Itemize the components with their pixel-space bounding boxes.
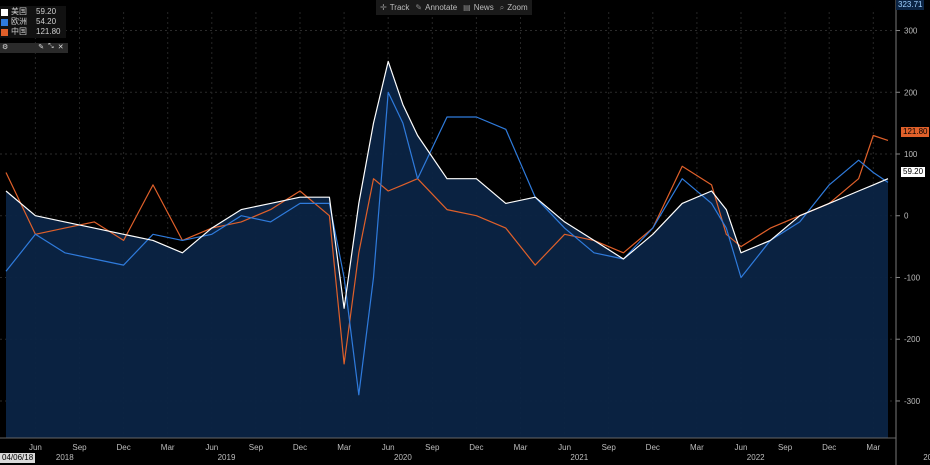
x-tick-label: Dec bbox=[822, 443, 836, 452]
y-tick-label: 300 bbox=[904, 27, 918, 36]
x-tick-label: Dec bbox=[116, 443, 130, 452]
date-badge: 04/06/18 bbox=[0, 453, 36, 463]
x-tick-label: Jun bbox=[382, 443, 395, 452]
y-tick-label: 0 bbox=[904, 212, 909, 221]
us-swatch bbox=[1, 8, 8, 16]
annotate-tool[interactable]: ✎ Annotate bbox=[415, 3, 458, 12]
legend-value: 59.20 bbox=[36, 7, 57, 16]
x-year-label: 2018 bbox=[56, 453, 74, 462]
legend-item-china[interactable]: 中国 121.80 bbox=[1, 27, 63, 37]
close-icon[interactable]: ✕ bbox=[57, 44, 64, 51]
crosshair-icon: ✛ bbox=[380, 3, 387, 12]
x-tick-label: Mar bbox=[690, 443, 704, 452]
x-tick-label: Sep bbox=[778, 443, 793, 452]
magnifier-icon: ⌕ bbox=[499, 2, 505, 12]
us-area-fill bbox=[6, 61, 888, 439]
shrink-icon[interactable]: ⤡ bbox=[48, 43, 54, 50]
legend-value: 54.20 bbox=[36, 17, 57, 26]
x-tick-label: Mar bbox=[337, 443, 351, 452]
y-tick-label: -100 bbox=[904, 273, 921, 282]
chart-toolbar: ✛ Track ✎ Annotate ▤ News ⌕ Zoom bbox=[376, 0, 532, 15]
legend-label: 美国 bbox=[11, 7, 27, 16]
gear-icon[interactable]: ⚙ bbox=[2, 44, 9, 51]
x-tick-label: Mar bbox=[866, 443, 880, 452]
x-year-label: 2019 bbox=[218, 453, 236, 462]
legend-item-us[interactable]: 美国 59.20 bbox=[1, 7, 63, 17]
us-value-tag: 59.20 bbox=[901, 167, 926, 177]
top-value-tag: 323.71 bbox=[896, 0, 925, 10]
x-axis: Jun Sep Dec Mar Jun Sep Dec Mar Jun Sep Dec Mar Jun S… bbox=[0, 437, 930, 462]
x-tick-label: Mar bbox=[161, 443, 175, 452]
y-tick-label: 100 bbox=[904, 150, 918, 159]
y-tick-label: -300 bbox=[904, 397, 921, 406]
news-icon: ▤ bbox=[463, 3, 471, 12]
x-tick-label: Dec bbox=[469, 443, 483, 452]
x-year-label: 2023 bbox=[923, 453, 930, 462]
x-tick-label: Sep bbox=[72, 443, 87, 452]
china-value-tag: 121.80 bbox=[901, 127, 930, 137]
y-tick-label: -200 bbox=[904, 335, 921, 344]
y-tick-label: 200 bbox=[904, 88, 918, 97]
x-tick-label: Jun bbox=[735, 443, 748, 452]
x-year-label: 2021 bbox=[570, 453, 588, 462]
track-tool[interactable]: ✛ Track bbox=[380, 3, 410, 12]
legend-value: 121.80 bbox=[36, 27, 61, 36]
y-axis: 300 200 100 0 -100 -200 -300 bbox=[895, 0, 921, 465]
x-tick-label: Jun bbox=[205, 443, 218, 452]
pencil-icon: ✎ bbox=[415, 3, 423, 12]
series-line-china[interactable] bbox=[5, 134, 889, 365]
series-line-us[interactable] bbox=[5, 60, 889, 309]
legend-item-europe[interactable]: 欧洲 54.20 bbox=[1, 17, 63, 27]
zoom-tool[interactable]: ⌕ Zoom bbox=[499, 2, 528, 13]
legend-label: 中国 bbox=[11, 27, 27, 36]
x-year-label: 2020 bbox=[394, 453, 412, 462]
pencil-icon[interactable]: ✎ bbox=[38, 44, 45, 51]
x-tick-label: Sep bbox=[602, 443, 617, 452]
x-tick-label: Jun bbox=[558, 443, 571, 452]
x-tick-label: Jun bbox=[29, 443, 42, 452]
x-tick-label: Mar bbox=[514, 443, 528, 452]
x-tick-label: Dec bbox=[293, 443, 307, 452]
legend-label: 欧洲 bbox=[11, 17, 27, 26]
x-tick-label: Dec bbox=[646, 443, 660, 452]
x-tick-label: Sep bbox=[425, 443, 440, 452]
china-swatch bbox=[1, 28, 8, 36]
news-tool[interactable]: ▤ News bbox=[463, 3, 494, 12]
x-year-label: 2022 bbox=[747, 453, 765, 462]
chart-legend: 美国 59.20 欧洲 54.20 中国 121.80 bbox=[0, 6, 66, 38]
series-layer bbox=[5, 60, 889, 396]
legend-toolbar: ⚙ ✎ ⤡ ✕ bbox=[0, 43, 68, 53]
series-line-europe[interactable] bbox=[5, 91, 889, 396]
x-tick-label: Sep bbox=[249, 443, 264, 452]
europe-swatch bbox=[1, 18, 8, 26]
